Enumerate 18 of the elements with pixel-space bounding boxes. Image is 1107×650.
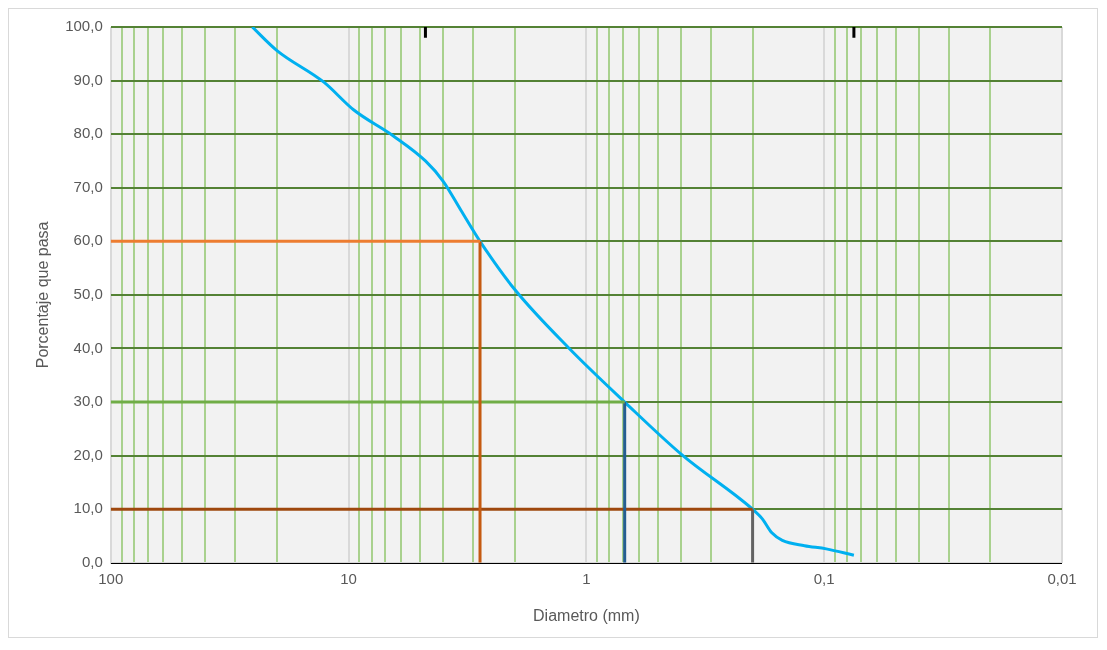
y-tick-label: 10,0 (73, 499, 103, 517)
x-tick-label: 0,1 (813, 569, 835, 587)
y-tick-label: 20,0 (73, 445, 103, 463)
x-axis-title: Diametro (mm) (533, 606, 640, 624)
y-tick-label: 90,0 (73, 70, 103, 88)
y-tick-label: 30,0 (73, 392, 103, 410)
x-tick-label: 10 (340, 569, 357, 587)
x-tick-label: 1 (582, 569, 591, 587)
y-tick-label: 100,0 (65, 17, 103, 35)
y-tick-label: 0,0 (81, 552, 103, 570)
y-axis-title: Porcentaje que pasa (34, 221, 52, 369)
x-tick-label: 100 (98, 569, 124, 587)
y-tick-label: 50,0 (73, 285, 103, 303)
y-tick-label: 70,0 (73, 177, 103, 195)
y-tick-label: 40,0 (73, 338, 103, 356)
x-tick-label: 0,01 (1047, 569, 1077, 587)
y-tick-label: 80,0 (73, 124, 103, 142)
y-tick-label: 60,0 (73, 231, 103, 249)
